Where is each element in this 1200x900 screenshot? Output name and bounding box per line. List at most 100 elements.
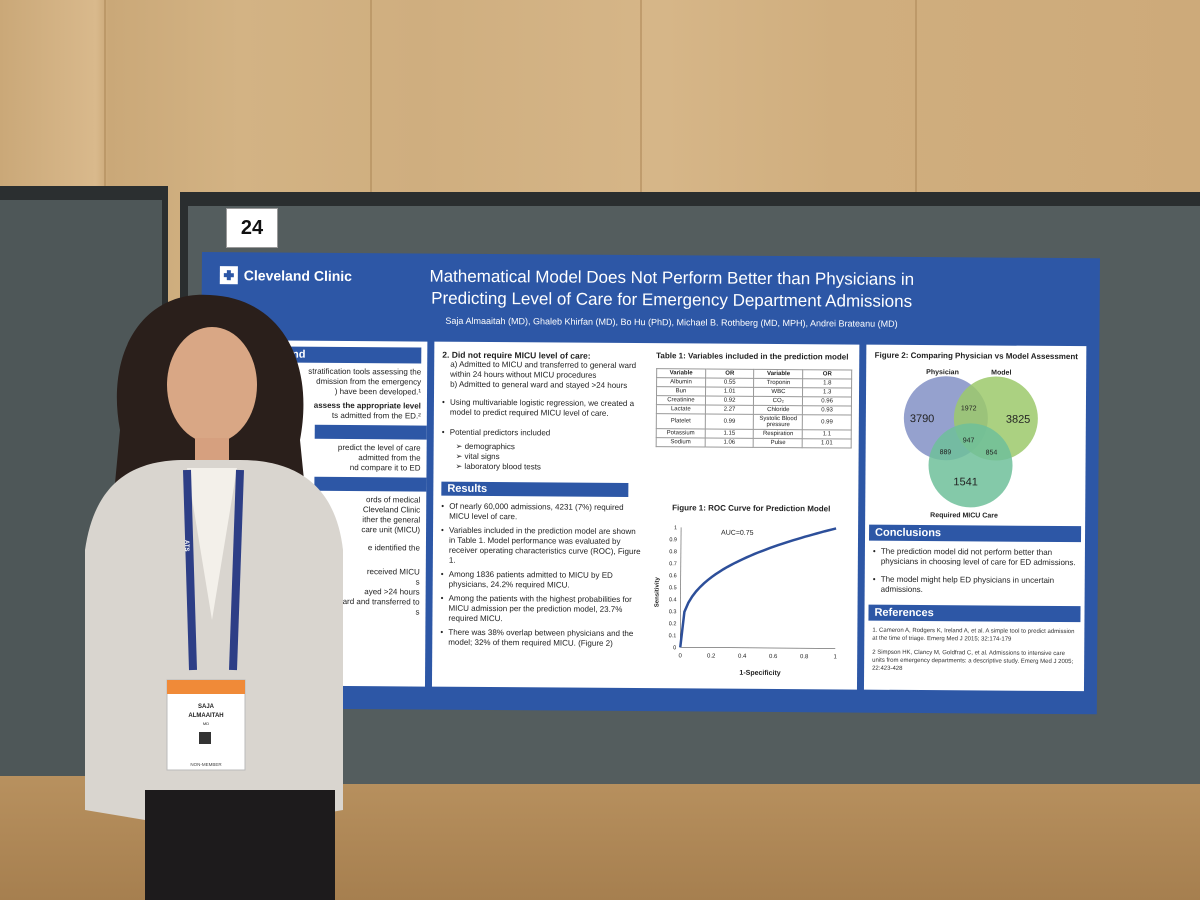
table-cell: WBC	[753, 387, 803, 397]
table-cell: 1.06	[704, 438, 754, 448]
predictors-intro: Potential predictors included	[442, 428, 642, 439]
table-cell: Systolic Blood pressure	[753, 414, 803, 430]
references-text: 1. Cameron A, Rodgers K, Ireland A, et a…	[864, 621, 1084, 681]
wall-seam	[104, 0, 106, 200]
variables-table: Variable OR Variable OR Albumin 0.55 Troponin 1…	[656, 368, 853, 449]
lanyard-right	[229, 469, 244, 671]
presenter-trousers	[145, 790, 335, 900]
poster-column-methods-results: 2. Did not require MICU level of care: a…	[431, 341, 860, 690]
lanyard-left	[183, 469, 197, 671]
table-cell: Potassium	[656, 428, 706, 439]
methods-text: 2. Did not require MICU level of care: a…	[440, 350, 642, 653]
presenter-blazer	[85, 460, 343, 820]
roc-y-axis	[679, 527, 682, 648]
roc-y-axis-label: Sensitivity	[655, 577, 661, 608]
table-cell: Variable	[656, 368, 706, 379]
venn-value: 889	[940, 449, 952, 456]
table-cell: 1.3	[802, 387, 852, 398]
criteria-a: a) Admitted to MICU and transferred to g…	[450, 359, 637, 380]
badge-membership: NON-MEMBER	[190, 762, 222, 767]
venn-value: 3790	[910, 413, 935, 425]
table-cell: 1.01	[802, 438, 852, 449]
badge-degree: MD	[203, 721, 209, 726]
lanyard-text: ATS	[183, 540, 189, 552]
badge-first-name: SAJA	[198, 704, 215, 710]
roc-x-tick: 0.6	[769, 654, 778, 660]
roc-y-tick: 0.4	[669, 597, 677, 603]
roc-curve-line	[679, 527, 837, 648]
result-item: Variables included in the prediction mod…	[441, 526, 641, 567]
variables-table-block: Table 1: Variables included in the predi…	[652, 351, 853, 449]
venn-label-model: Model	[991, 370, 1011, 377]
title-line-2: Predicting Level of Care for Emergency D…	[431, 288, 913, 311]
reference-item: 2 Simpson HK, Clancy M, Goldfrad C, et a…	[872, 649, 1074, 672]
table-cell: Platelet	[656, 413, 706, 430]
wall-seam	[370, 0, 372, 200]
result-item: There was 38% overlap between physicians…	[440, 628, 640, 649]
table-cell: 1.01	[705, 387, 755, 397]
roc-x-tick: 0.8	[800, 654, 809, 660]
venn-value: 1972	[961, 405, 977, 412]
result-item: Among 1836 patients admitted to MICU by …	[441, 570, 641, 591]
table-cell: 0.55	[705, 378, 755, 388]
roc-y-tick: 0.6	[669, 573, 677, 579]
badge-last-name: ALMAAITAH	[188, 713, 223, 719]
table-cell: Troponin	[754, 378, 803, 388]
conclusion-item: The model might help ED physicians in un…	[873, 575, 1077, 596]
regression-text: Using multivariable logistic regression,…	[442, 398, 642, 419]
table-cell: Respiration	[753, 429, 803, 439]
table-cell: CO₂	[753, 396, 803, 406]
roc-y-tick: 0	[673, 645, 676, 651]
table-cell: 0.99	[802, 414, 852, 431]
logo-text: Cleveland Clinic	[243, 267, 353, 285]
research-poster: Cleveland Clinic Mathematical Model Does…	[198, 252, 1100, 715]
wall-seam	[915, 0, 917, 200]
criteria-b: b) Admitted to general ward and stayed >…	[450, 379, 628, 390]
table-cell: OR	[802, 369, 852, 380]
roc-y-tick: 1	[674, 525, 677, 531]
poster-authors: Saja Almaaitah (MD), Ghaleb Khirfan (MD)…	[445, 315, 898, 329]
predictor-label: vital signs	[464, 451, 500, 462]
board-number: 24	[226, 208, 278, 248]
table-cell: OR	[705, 369, 755, 379]
predictor-list: ➢ demographics ➢ vital signs ➢ laborator…	[441, 442, 641, 473]
result-item: Of nearly 60,000 admissions, 4231 (7%) r…	[441, 502, 641, 523]
table-cell: 0.92	[705, 396, 754, 406]
predictor-item: ➢ laboratory blood tests	[455, 461, 541, 472]
venn-label-micu: Required MICU Care	[930, 512, 998, 519]
roc-y-tick: 0.2	[669, 621, 677, 627]
roc-x-tick: 0.2	[707, 654, 716, 660]
table-title: Table 1: Variables included in the predi…	[656, 351, 849, 362]
table-cell: Sodium	[656, 437, 706, 448]
table-cell: 0.96	[802, 396, 852, 407]
roc-y-tick: 0.5	[669, 585, 677, 591]
venn-circle-micu	[928, 423, 1013, 508]
reference-item: 1. Cameron A, Rodgers K, Ireland A, et a…	[872, 627, 1075, 643]
poster-column-figure-conclusions: Figure 2: Comparing Physician vs Model A…	[863, 344, 1087, 692]
table-cell: 1.1	[802, 429, 852, 440]
table-cell: Albumin	[656, 377, 706, 388]
table-cell: Chloride	[753, 405, 803, 415]
roc-x-tick: 0	[678, 653, 682, 659]
badge-qr-code-icon	[199, 732, 211, 744]
table-cell: Variable	[754, 369, 804, 379]
roc-x-axis-label: 1-Specificity	[739, 670, 780, 677]
roc-y-tick: 0.9	[669, 537, 677, 543]
conclusion-item: The prediction model did not perform bet…	[873, 547, 1077, 568]
venn-value: 947	[963, 437, 975, 444]
presenter-face	[167, 327, 257, 443]
result-item: Among the patients with the highest prob…	[440, 594, 640, 625]
poster-title: Mathematical Model Does Not Perform Bett…	[362, 265, 982, 313]
table-cell: Bun	[656, 386, 706, 397]
roc-figure: Figure 1: ROC Curve for Prediction Model…	[650, 503, 851, 684]
name-badge	[166, 679, 246, 771]
table-cell: 0.93	[802, 405, 852, 416]
roc-y-tick: 0.3	[669, 609, 677, 615]
predictor-label: laboratory blood tests	[464, 461, 541, 472]
table-cell: Pulse	[753, 438, 803, 448]
cleveland-clinic-logo: Cleveland Clinic	[219, 266, 353, 285]
roc-chart: 0 0.2 0.4 0.6 0.8 1 1 0.9 0.8 0.7 0.6 0.5 0.4 0.3 0.2 0…	[655, 525, 838, 677]
table-cell: 2.27	[705, 405, 754, 415]
venn-value: 3825	[1006, 414, 1031, 426]
predictor-label: demographics	[464, 441, 515, 452]
